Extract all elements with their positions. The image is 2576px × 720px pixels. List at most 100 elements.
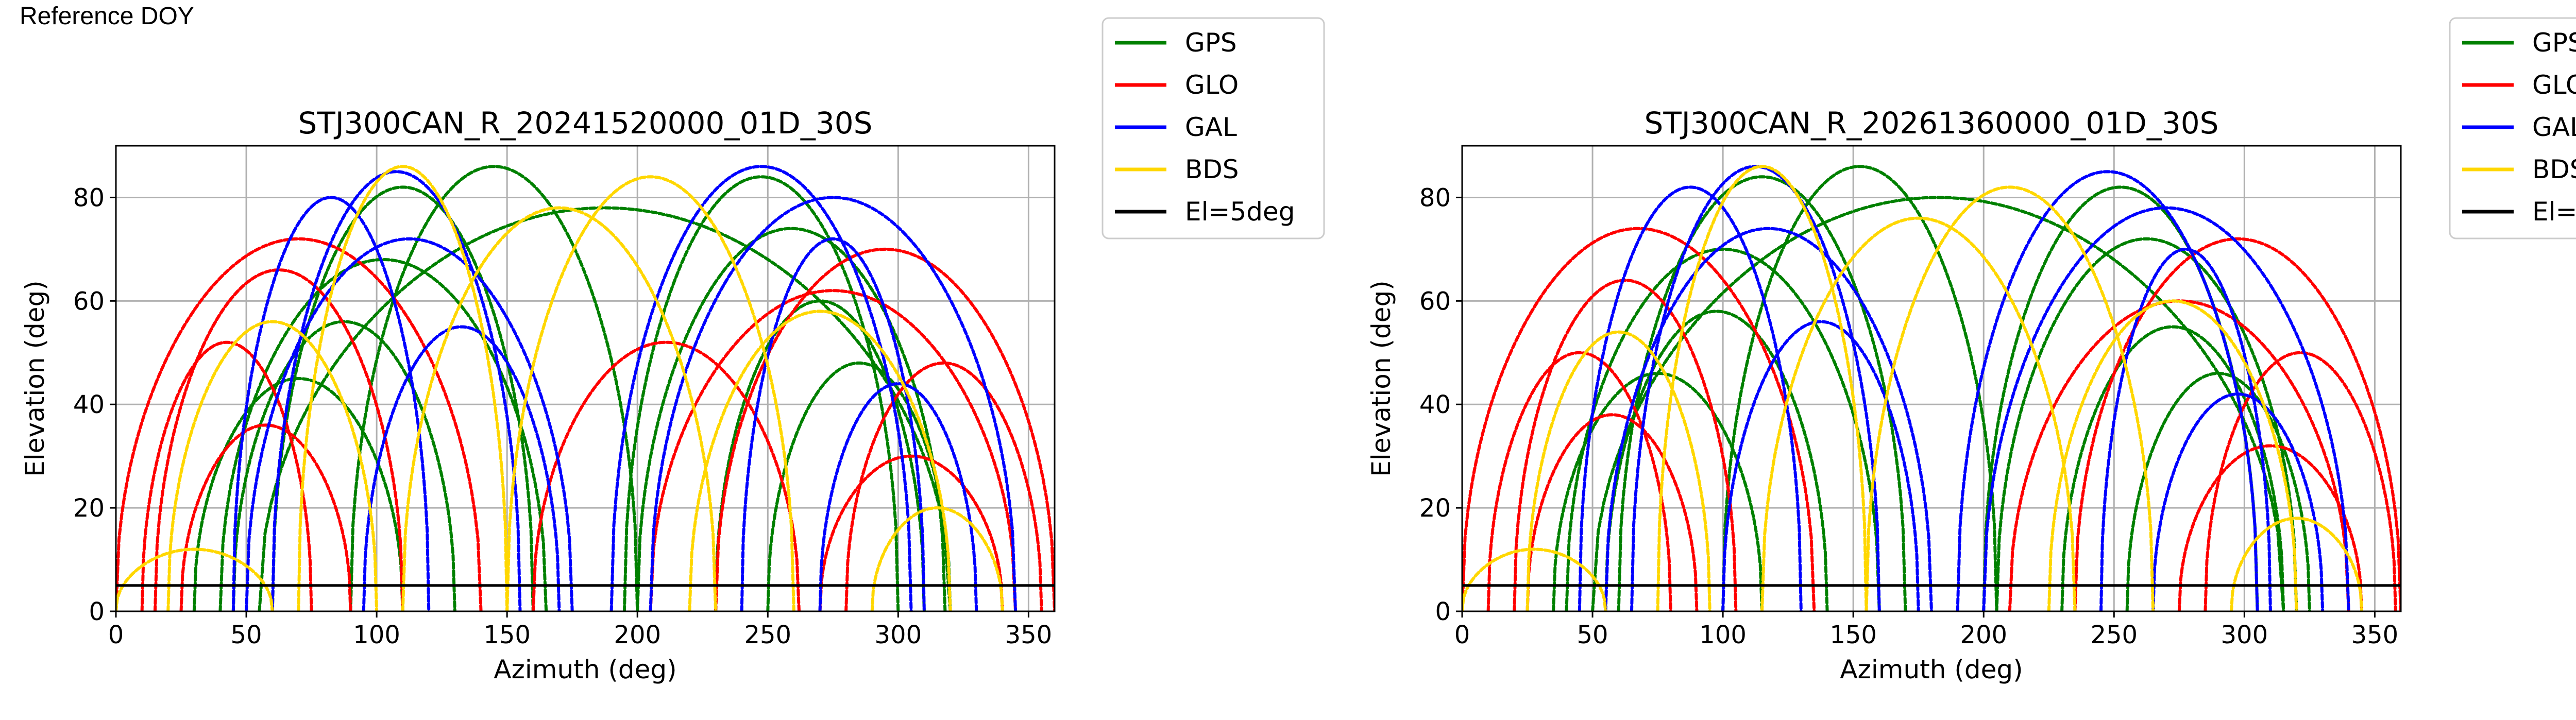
track-gps	[766, 361, 952, 611]
x-axis-label: Azimuth (deg)	[1840, 655, 2023, 684]
track-glo	[2204, 351, 2397, 611]
legend-label: GPS	[2532, 28, 2576, 58]
track-bds	[2047, 299, 2298, 611]
x-tick-label: 250	[744, 621, 791, 649]
y-tick-label: 0	[89, 597, 105, 626]
track-bds	[297, 165, 509, 611]
track-gps	[1591, 196, 2285, 611]
track-bds	[401, 206, 718, 611]
x-tick-label: 150	[1829, 621, 1877, 649]
y-tick-label: 80	[1419, 183, 1451, 212]
track-bds	[1462, 547, 1607, 611]
track-glo	[818, 454, 1004, 611]
x-axis-label: Azimuth (deg)	[494, 655, 676, 684]
y-tick-label: 60	[73, 287, 105, 316]
track-glo	[649, 289, 1018, 611]
chart-title: STJ300CAN_R_20241520000_01D_30S	[298, 106, 873, 141]
track-gal	[740, 237, 926, 611]
chart-panel-right: 0 50 100 150 200 250 300 350 0 20 40 60 80 STJ300CAN_…	[1366, 17, 2576, 684]
track-glo	[179, 423, 352, 611]
track-glo	[2073, 237, 2401, 611]
track-gal	[609, 165, 913, 611]
track-gps	[270, 185, 535, 611]
x-tick-label: 0	[108, 621, 124, 649]
y-tick-label: 60	[1419, 287, 1451, 316]
track-bds	[116, 547, 274, 611]
track-glo	[714, 247, 1055, 611]
x-tick-label: 200	[614, 621, 661, 649]
legend: GPS GLO GAL BDS El=5deg	[1101, 17, 1325, 239]
legend-label: GPS	[1185, 28, 1237, 58]
y-tick-label: 20	[73, 494, 105, 523]
track-gal	[649, 196, 1018, 611]
x-tick-label: 100	[1699, 621, 1747, 649]
chart-title: STJ300CAN_R_20261360000_01D_30S	[1645, 106, 2219, 141]
legend: GPS GLO GAL BDS El=5deg	[2449, 17, 2576, 239]
track-gal	[245, 237, 574, 611]
track-glo	[153, 268, 404, 611]
track-gal	[1721, 320, 1920, 611]
y-tick-label: 0	[1435, 597, 1451, 626]
track-glo	[2177, 444, 2364, 611]
legend-label: GAL	[1185, 112, 1237, 142]
legend-label: BDS	[1185, 155, 1239, 184]
legend-label: BDS	[2532, 155, 2576, 184]
legend-box	[1101, 17, 1325, 239]
legend-label: GLO	[1185, 70, 1239, 100]
x-tick-label: 50	[1577, 621, 1608, 649]
track-glo	[1462, 227, 1816, 611]
track-gal	[362, 325, 561, 611]
track-bds	[1760, 216, 2077, 611]
x-tick-label: 350	[1005, 621, 1053, 649]
chart-panel-left: 0 50 100 150 200 250 300 350 0 20 40 60 80 STJ300CAN_…	[20, 17, 1325, 684]
reference-doy-label: Reference DOY	[20, 3, 194, 30]
track-bds	[688, 310, 952, 611]
track-gal	[2151, 392, 2325, 611]
track-gps	[231, 320, 456, 611]
track-glo	[116, 237, 483, 611]
track-gal	[1956, 170, 2259, 611]
track-gal	[231, 196, 431, 611]
track-gps	[1995, 237, 2298, 611]
y-axis-label: Elevation (deg)	[1366, 280, 1396, 476]
x-tick-label: 50	[231, 621, 262, 649]
track-bds	[1865, 185, 2155, 611]
legend-label: GLO	[2532, 70, 2576, 100]
track-bds	[166, 320, 379, 611]
x-tick-label: 350	[2351, 621, 2399, 649]
track-gal	[2099, 247, 2272, 611]
track-gps	[2125, 372, 2311, 611]
legend-label: El=5deg	[1185, 197, 1295, 227]
track-gps	[258, 206, 952, 611]
track-gal	[1578, 185, 1803, 611]
y-axis-label: Elevation (deg)	[20, 280, 50, 476]
y-tick-label: 40	[1419, 390, 1451, 419]
track-gps	[1721, 165, 1998, 611]
track-glo	[1526, 413, 1699, 611]
track-bds	[2230, 517, 2364, 611]
satellite-tracks	[1462, 165, 2401, 611]
track-bds	[1526, 330, 1711, 611]
track-glo	[1513, 279, 1738, 611]
y-tick-label: 40	[73, 390, 105, 419]
y-tick-label: 20	[1419, 494, 1451, 523]
track-gps	[192, 376, 404, 611]
x-tick-label: 0	[1454, 621, 1470, 649]
x-tick-label: 150	[483, 621, 531, 649]
x-tick-label: 300	[875, 621, 922, 649]
track-bds	[870, 506, 1004, 611]
track-glo	[140, 340, 313, 611]
x-tick-label: 100	[353, 621, 400, 649]
track-gps	[636, 227, 947, 611]
track-glo	[844, 361, 1043, 611]
track-gps	[218, 258, 548, 611]
legend-label: El=5deg	[2532, 197, 2576, 227]
track-gps	[1565, 247, 1881, 611]
track-bds	[1656, 165, 1868, 611]
track-glo	[1486, 351, 1672, 611]
track-gal	[1982, 206, 2350, 611]
track-bds	[505, 175, 795, 611]
track-gal	[818, 382, 978, 611]
x-tick-label: 200	[1960, 621, 2007, 649]
